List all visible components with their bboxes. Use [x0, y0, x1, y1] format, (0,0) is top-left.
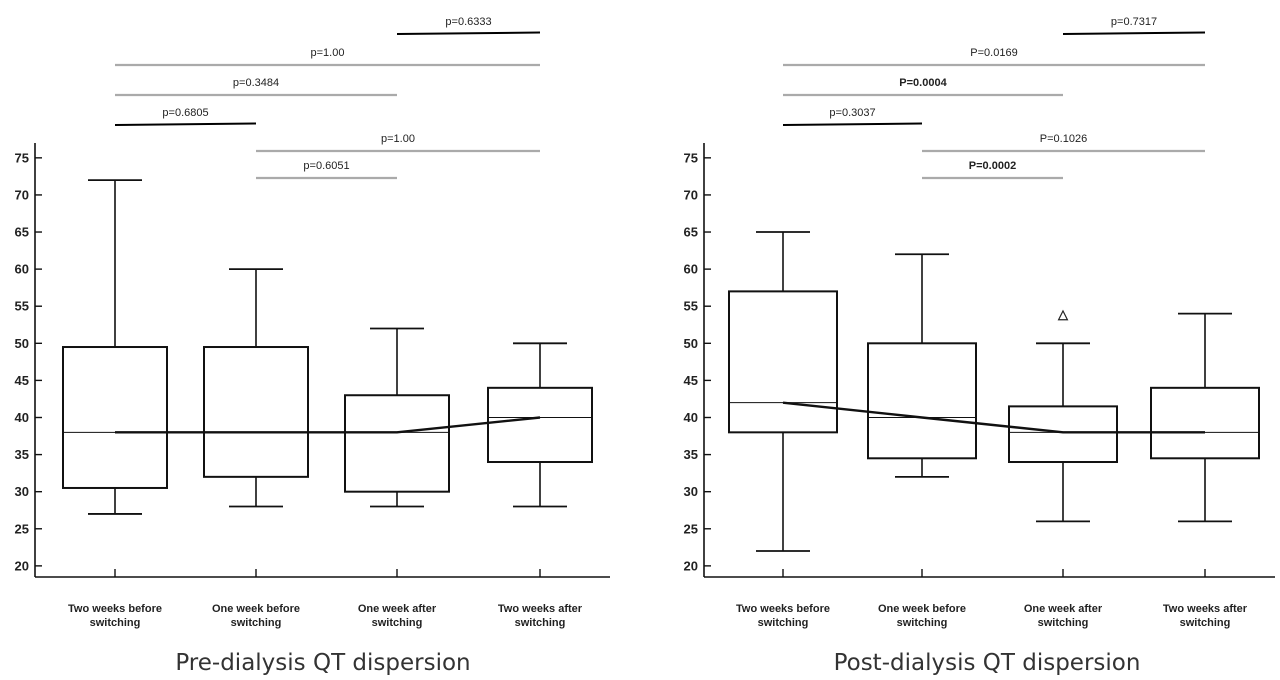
comparison-above-line	[396, 31, 541, 35]
pre-dialysis-panel: 20 25 30 35 40 45 50 55 60 65 70 75 Two weeks before…	[15, 16, 610, 676]
y-tick-label: 70	[684, 187, 698, 202]
comparison-inside-p-value: p=0.6051	[303, 160, 349, 172]
y-tick-label: 55	[15, 299, 29, 314]
y-tick-label: 25	[15, 521, 29, 536]
box	[344, 327, 450, 508]
box	[487, 342, 593, 508]
comparison-above-line	[1062, 31, 1206, 35]
y-tick-label: 50	[15, 336, 29, 351]
box	[62, 179, 168, 515]
y-tick-label: 40	[15, 410, 29, 425]
y-tick-label: 60	[684, 262, 698, 277]
category-label: Two weeks before	[736, 603, 830, 615]
y-tick-label: 35	[684, 447, 698, 462]
category-label: switching	[231, 617, 282, 629]
box-rect	[728, 290, 838, 434]
category-label: switching	[1038, 617, 1089, 629]
y-tick-label: 50	[684, 336, 698, 351]
box	[867, 253, 977, 478]
comparison-above-p-value: p=0.6333	[445, 16, 491, 28]
box-rect	[1150, 386, 1260, 460]
y-tick-label: 30	[684, 484, 698, 499]
box	[1150, 312, 1260, 523]
box-rect	[1008, 405, 1118, 464]
y-tick-label: 30	[15, 484, 29, 499]
y-tick-label: 20	[15, 558, 29, 573]
box-rect	[867, 342, 977, 460]
comparison-above-p-value: P=0.0004	[899, 77, 947, 89]
category-label: One week after	[358, 603, 437, 615]
y-tick-label: 60	[15, 262, 29, 277]
comparison-above-p-value: p=0.3484	[233, 77, 279, 89]
box	[1008, 342, 1118, 523]
category-label: switching	[758, 617, 809, 629]
median-trend-line	[782, 401, 1205, 434]
category-label: switching	[1180, 617, 1231, 629]
comparison-above-p-value: p=0.6805	[162, 107, 208, 119]
y-tick-label: 20	[684, 558, 698, 573]
chart-title: Post-dialysis QT dispersion	[834, 650, 1141, 676]
category-label: Two weeks before	[68, 603, 162, 615]
category-label: Two weeks after	[498, 603, 583, 615]
box-rect	[203, 346, 309, 478]
comparison-above-p-value: p=0.7317	[1111, 16, 1157, 28]
box-rect	[344, 394, 450, 493]
comparison-inside-p-value: p=1.00	[381, 133, 415, 145]
post-dialysis-panel: 20 25 30 35 40 45 50 55 60 65 70 75 Two weeks before…	[684, 16, 1275, 676]
median-trend-line	[115, 416, 541, 434]
comparison-above-line	[782, 122, 923, 126]
comparison-inside-p-value: P=0.1026	[1040, 133, 1087, 145]
comparison-above-line	[114, 122, 257, 126]
y-tick-label: 75	[684, 150, 698, 165]
chart-title: Pre-dialysis QT dispersion	[175, 650, 470, 676]
comparison-above-p-value: p=0.3037	[829, 107, 875, 119]
y-tick-label: 65	[684, 225, 698, 240]
category-label: One week after	[1024, 603, 1103, 615]
y-tick-label: 55	[684, 299, 698, 314]
y-tick-label: 65	[15, 225, 29, 240]
box-rect	[62, 346, 168, 489]
comparison-inside-p-value: P=0.0002	[969, 160, 1016, 172]
category-label: switching	[515, 617, 566, 629]
y-tick-label: 45	[684, 373, 698, 388]
y-tick-label: 25	[684, 521, 698, 536]
box	[203, 268, 309, 508]
y-tick-label: 75	[15, 150, 29, 165]
category-label: switching	[90, 617, 141, 629]
category-label: switching	[372, 617, 423, 629]
y-tick-label: 35	[15, 447, 29, 462]
category-label: One week before	[212, 603, 300, 615]
comparison-above-p-value: P=0.0169	[970, 47, 1017, 59]
y-tick-label: 40	[684, 410, 698, 425]
category-label: One week before	[878, 603, 966, 615]
box	[728, 231, 838, 552]
y-tick-label: 70	[15, 187, 29, 202]
comparison-above-p-value: p=1.00	[311, 47, 345, 59]
category-label: switching	[897, 617, 948, 629]
category-label: Two weeks after	[1163, 603, 1248, 615]
outlier-marker: △	[1057, 307, 1069, 322]
y-tick-label: 45	[15, 373, 29, 388]
box-rect	[487, 386, 593, 464]
